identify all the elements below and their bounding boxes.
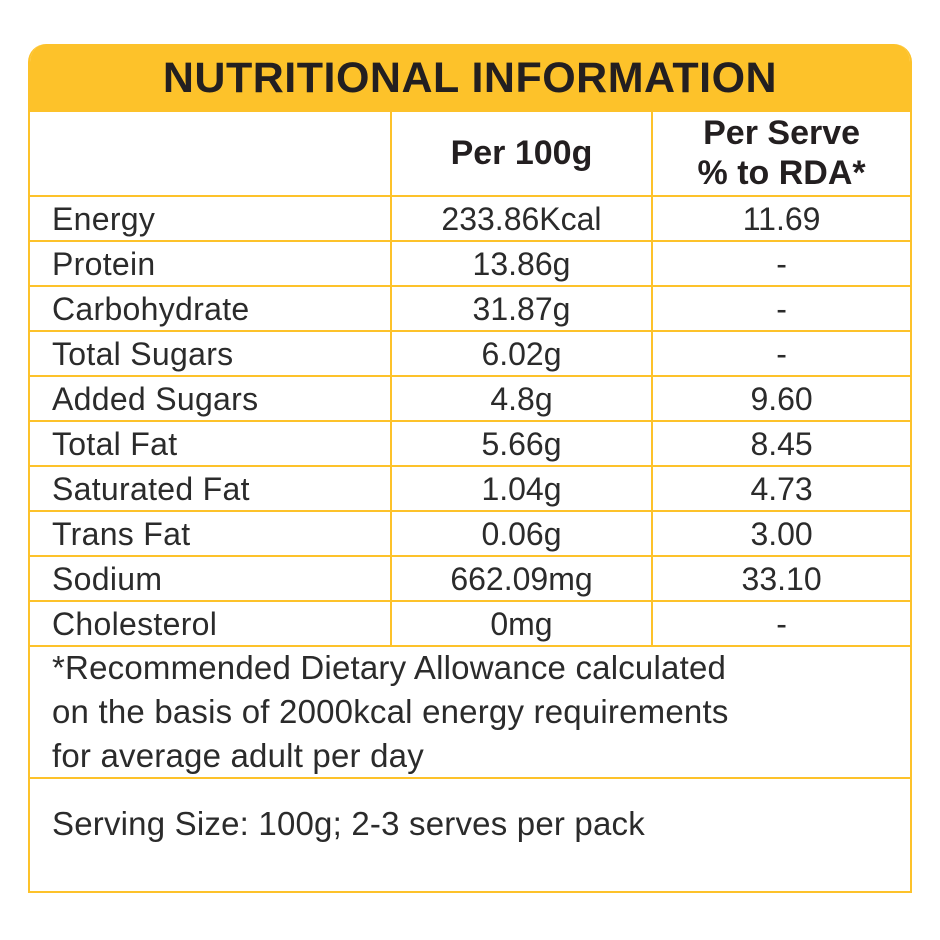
nutrition-table: Per 100g Per Serve % to RDA* Energy 233.… (30, 112, 910, 647)
nutrient-cell: Protein (30, 240, 392, 287)
table-row: Added Sugars 4.8g 9.60 (30, 375, 910, 422)
table-row: Sodium 662.09mg 33.10 (30, 555, 910, 602)
per-100g-cell: 4.8g (389, 375, 654, 422)
per-100g-cell: 233.86Kcal (389, 195, 654, 242)
per-100g-cell: 13.86g (389, 240, 654, 287)
per-serve-rda-cell: - (651, 600, 910, 647)
per-100g-cell: 662.09mg (389, 555, 654, 602)
rda-footnote: *Recommended Dietary Allowance calculate… (30, 647, 910, 779)
per-100g-cell: 6.02g (389, 330, 654, 377)
per-serve-rda-cell: 4.73 (651, 465, 910, 512)
column-header-per-serve-rda: Per Serve % to RDA* (651, 112, 910, 197)
title-band: NUTRITIONAL INFORMATION (30, 44, 910, 112)
serving-size-text: Serving Size: 100g; 2-3 serves per pack (52, 804, 645, 842)
per-100g-cell: 5.66g (389, 420, 654, 467)
per-serve-rda-cell: - (651, 285, 910, 332)
footnote-line: *Recommended Dietary Allowance calculate… (52, 649, 727, 686)
footnote-line: for average adult per day (52, 737, 424, 774)
nutrition-label-panel: NUTRITIONAL INFORMATION Per 100g Per Ser… (28, 44, 912, 893)
nutrient-cell: Carbohydrate (30, 285, 392, 332)
per-serve-rda-cell: 8.45 (651, 420, 910, 467)
table-header: Per 100g Per Serve % to RDA* (30, 112, 910, 197)
table-row: Carbohydrate 31.87g - (30, 285, 910, 332)
nutrient-cell: Energy (30, 195, 392, 242)
header-row: Per 100g Per Serve % to RDA* (30, 112, 910, 197)
per-100g-cell: 0mg (389, 600, 654, 647)
per-serve-rda-cell: 33.10 (651, 555, 910, 602)
table-row: Saturated Fat 1.04g 4.73 (30, 465, 910, 512)
per-serve-rda-cell: 11.69 (651, 195, 910, 242)
page-title: NUTRITIONAL INFORMATION (162, 53, 778, 102)
nutrient-cell: Added Sugars (30, 375, 392, 422)
table-row: Total Sugars 6.02g - (30, 330, 910, 377)
per-100g-cell: 31.87g (389, 285, 654, 332)
per-100g-cell: 0.06g (389, 510, 654, 557)
footnote-line: on the basis of 2000kcal energy requirem… (52, 693, 729, 730)
table-row: Cholesterol 0mg - (30, 600, 910, 647)
per-serve-rda-cell: 3.00 (651, 510, 910, 557)
per-serve-line-2: % to RDA* (697, 153, 866, 192)
nutrient-cell: Sodium (30, 555, 392, 602)
column-header-nutrient (30, 112, 392, 197)
per-100g-cell: 1.04g (389, 465, 654, 512)
nutrient-cell: Trans Fat (30, 510, 392, 557)
nutrient-cell: Total Sugars (30, 330, 392, 377)
serving-size-note: Serving Size: 100g; 2-3 serves per pack (30, 779, 910, 868)
nutrient-cell: Cholesterol (30, 600, 392, 647)
table-row: Energy 233.86Kcal 11.69 (30, 195, 910, 242)
nutrient-cell: Saturated Fat (30, 465, 392, 512)
table-row: Total Fat 5.66g 8.45 (30, 420, 910, 467)
table-body: Energy 233.86Kcal 11.69 Protein 13.86g -… (30, 195, 910, 647)
table-row: Trans Fat 0.06g 3.00 (30, 510, 910, 557)
table-row: Protein 13.86g - (30, 240, 910, 287)
per-serve-line-1: Per Serve (703, 114, 861, 153)
per-serve-rda-cell: - (651, 240, 910, 287)
per-serve-rda-cell: 9.60 (651, 375, 910, 422)
column-header-per-100g: Per 100g (389, 112, 654, 197)
per-serve-rda-cell: - (651, 330, 910, 377)
nutrient-cell: Total Fat (30, 420, 392, 467)
